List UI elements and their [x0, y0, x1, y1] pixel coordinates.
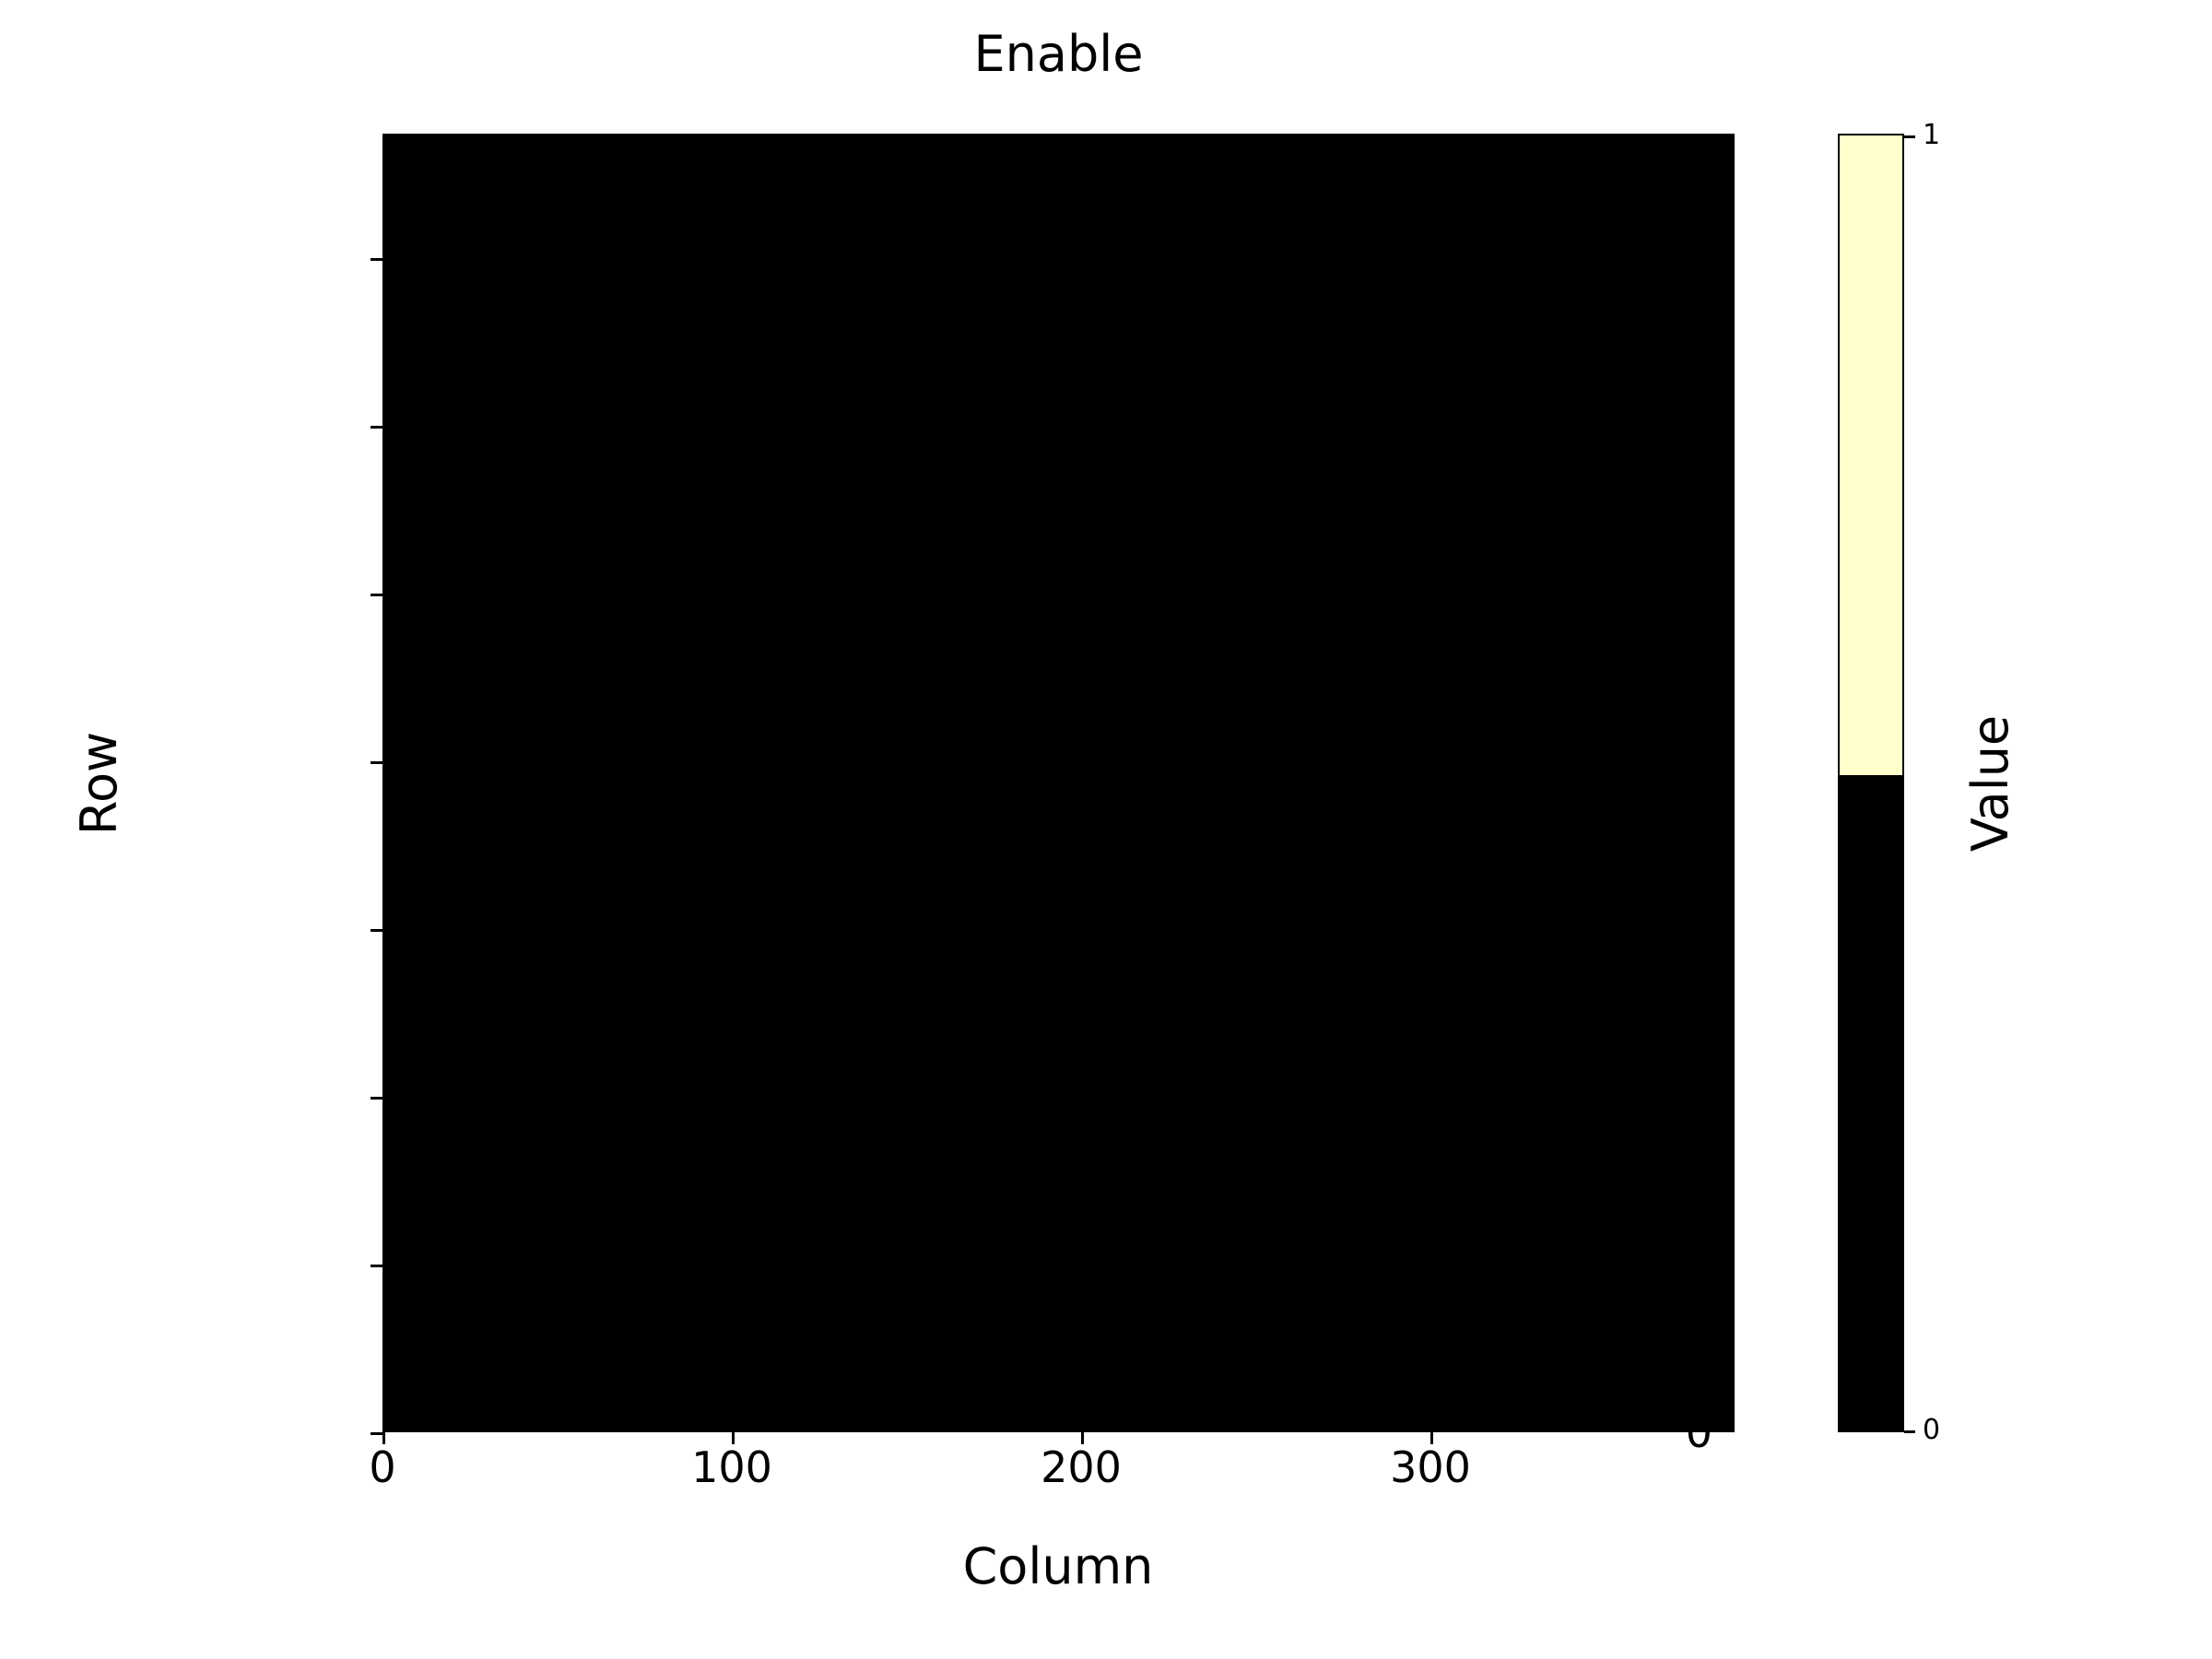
colorbar-tick-label: 0	[1923, 1414, 1941, 1446]
y-tick-mark	[371, 1097, 382, 1100]
y-tick-label: 0	[1685, 1407, 1712, 1457]
x-tick-label: 100	[691, 1442, 772, 1492]
x-tick-mark	[1081, 1432, 1084, 1444]
y-tick-mark	[371, 594, 382, 596]
x-tick-mark	[1430, 1432, 1433, 1444]
heatmap-axes[interactable]: 0 50 100 150 200 250 300 350 0 100 200 3…	[369, 134, 1735, 1488]
y-tick-label: 200	[1631, 736, 1712, 786]
x-tick-label: 300	[1390, 1442, 1471, 1492]
x-tick-mark	[732, 1432, 735, 1444]
y-tick-mark	[371, 929, 382, 932]
y-tick-mark	[371, 258, 382, 261]
x-tick-label: 200	[1041, 1442, 1122, 1492]
x-axis-label: Column	[962, 1537, 1154, 1595]
chart-title: Enable	[973, 25, 1144, 83]
y-tick-label: 300	[1631, 401, 1712, 451]
y-tick-mark	[371, 1432, 382, 1435]
colorbar-gradient	[1838, 134, 1904, 1432]
y-tick-label: 50	[1658, 1240, 1712, 1289]
y-tick-label: 150	[1631, 904, 1712, 954]
y-tick-mark	[371, 761, 382, 764]
colorbar-tick-label: 1	[1923, 119, 1941, 151]
y-tick-mark	[371, 426, 382, 429]
y-tick-label: 250	[1631, 569, 1712, 618]
x-tick-label: 0	[369, 1442, 396, 1492]
y-tick-mark	[371, 1265, 382, 1267]
x-tick-mark	[382, 1432, 385, 1444]
y-tick-label: 100	[1631, 1072, 1712, 1122]
colorbar[interactable]: 0 1	[1838, 122, 1940, 1444]
y-axis-label: Row	[70, 731, 128, 836]
heatmap-image[interactable]	[382, 134, 1735, 1432]
colorbar-tick-mark	[1904, 135, 1915, 138]
colorbar-tick-mark	[1904, 1430, 1915, 1433]
colorbar-label: Value	[1961, 714, 2019, 853]
y-tick-label: 350	[1631, 233, 1712, 283]
